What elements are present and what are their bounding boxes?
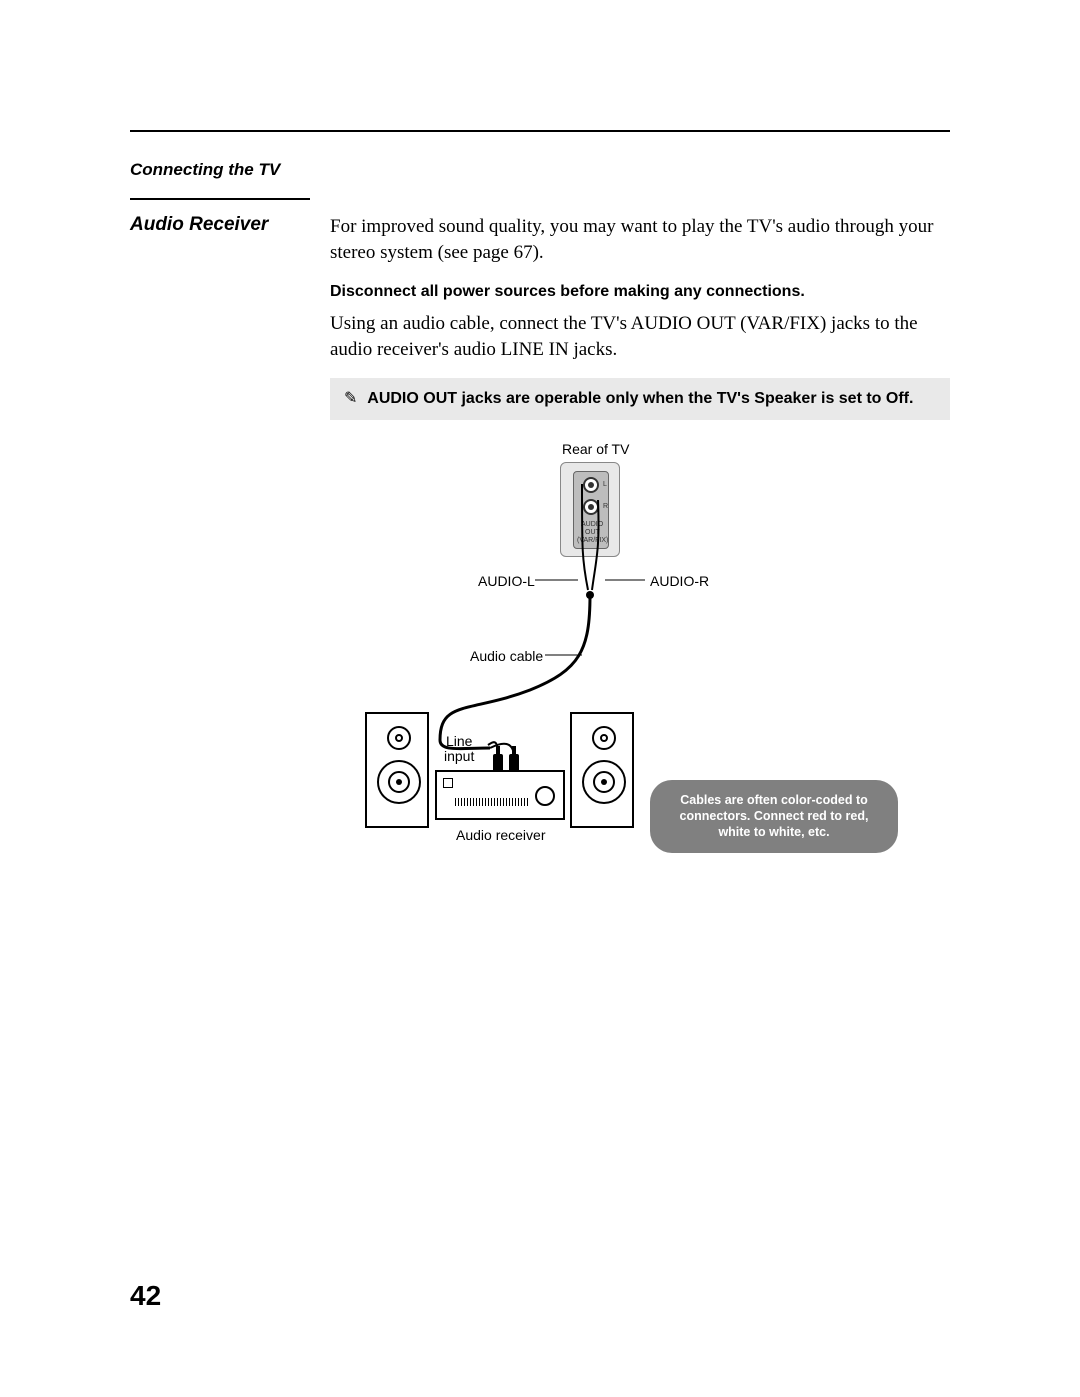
- audio-receiver: [435, 770, 565, 820]
- right-column: For improved sound quality, you may want…: [330, 206, 950, 890]
- audio-receiver-label: Audio receiver: [456, 826, 546, 845]
- connection-diagram: Rear of TV L R AUDIO OUT (VAR/FIX): [330, 440, 890, 890]
- rca-plug-right: [509, 746, 519, 772]
- step-paragraph: Using an audio cable, connect the TV's A…: [330, 311, 950, 362]
- intro-paragraph: For improved sound quality, you may want…: [330, 214, 950, 265]
- note-text: AUDIO OUT jacks are operable only when t…: [367, 390, 913, 407]
- thin-rule: [130, 198, 310, 200]
- speaker-right: [570, 712, 634, 822]
- content-row: Audio Receiver For improved sound qualit…: [130, 206, 950, 890]
- audio-l-label: AUDIO-L: [478, 572, 535, 591]
- disconnect-warning: Disconnect all power sources before maki…: [330, 281, 950, 303]
- speaker-left: [365, 712, 429, 822]
- top-rule: [130, 130, 950, 132]
- note-icon: ✎: [344, 390, 357, 407]
- side-title: Audio Receiver: [130, 206, 290, 236]
- audio-cable-label: Audio cable: [470, 647, 543, 666]
- color-code-callout: Cables are often color-coded to connecto…: [650, 780, 898, 853]
- note-box: ✎ AUDIO OUT jacks are operable only when…: [330, 378, 950, 420]
- page-number: 42: [130, 1280, 161, 1312]
- line-input-label-2: input: [444, 747, 474, 766]
- audio-r-label: AUDIO-R: [650, 572, 709, 591]
- rca-plug-left: [493, 746, 503, 772]
- section-header: Connecting the TV: [130, 160, 950, 180]
- page: Connecting the TV Audio Receiver For imp…: [0, 0, 1080, 1397]
